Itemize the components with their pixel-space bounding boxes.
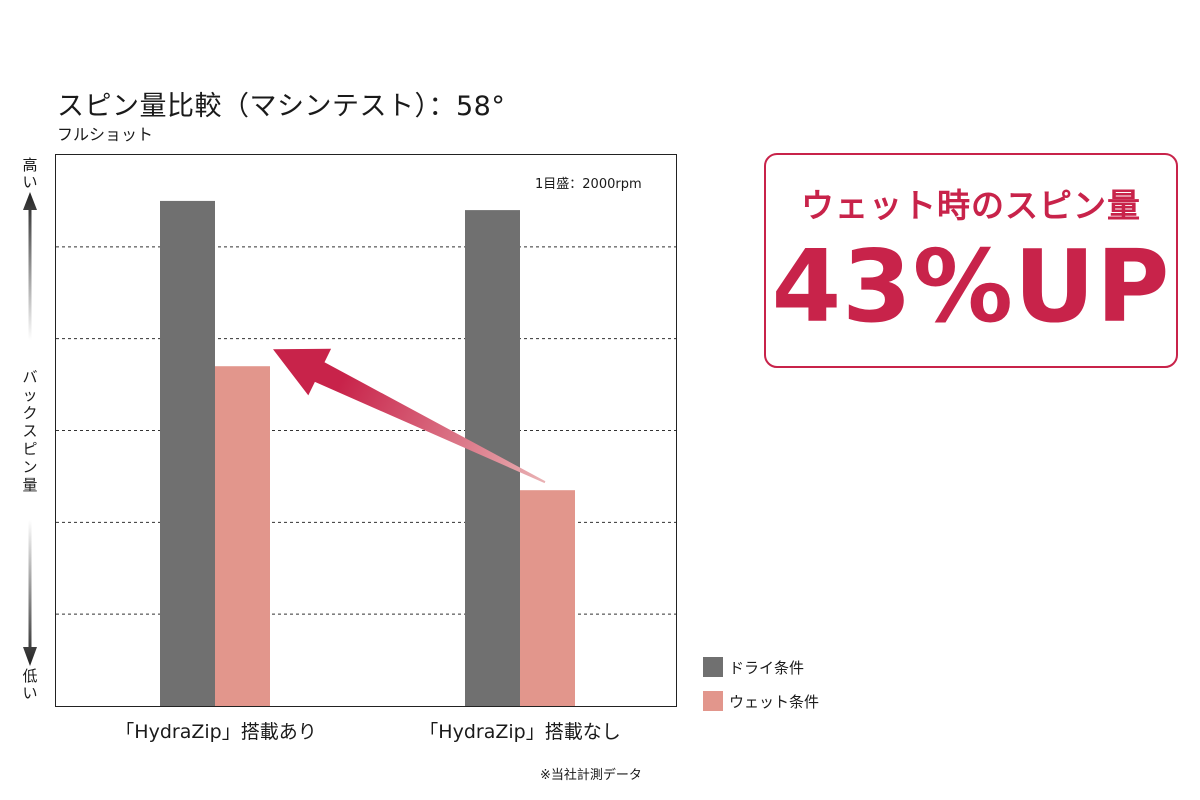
bar-chart (56, 200, 676, 706)
scale-note: 1目盛：2000rpm (535, 177, 642, 192)
callout-headline: ウェット時のスピン量 (801, 186, 1141, 225)
legend-item-wet: ウェット条件 (703, 684, 819, 718)
up-arrow-icon (23, 192, 37, 340)
y-axis-high-label: 高い (22, 156, 38, 191)
legend-label-wet: ウェット条件 (729, 692, 820, 711)
callout-value: 43%UP (771, 228, 1171, 345)
bar-wet-with (215, 366, 270, 706)
legend-swatch-wet (703, 691, 723, 711)
footnote: ※当社計測データ (540, 768, 642, 783)
chart-plot-area (55, 154, 677, 707)
bar-wet-without (520, 490, 575, 706)
category-label-with: 「HydraZip」搭載あり (115, 721, 317, 743)
bar-dry-with (160, 200, 215, 706)
down-arrow-icon (23, 520, 37, 666)
y-axis-arrows (23, 192, 37, 666)
callout-box: ウェット時のスピン量 43%UP (764, 153, 1178, 368)
legend-item-dry: ドライ条件 (703, 650, 819, 684)
y-axis-low-label: 低い (22, 667, 38, 702)
chart-subtitle: フルショット (57, 125, 154, 144)
increase-arrow-icon (273, 348, 546, 484)
legend-swatch-dry (703, 657, 723, 677)
chart-title: スピン量比較（マシンテスト）：58° (57, 91, 506, 122)
y-axis-title: バックスピン量 (22, 368, 38, 494)
legend-label-dry: ドライ条件 (729, 658, 805, 677)
category-label-without: 「HydraZip」搭載なし (419, 721, 621, 743)
legend: ドライ条件 ウェット条件 (703, 650, 819, 718)
